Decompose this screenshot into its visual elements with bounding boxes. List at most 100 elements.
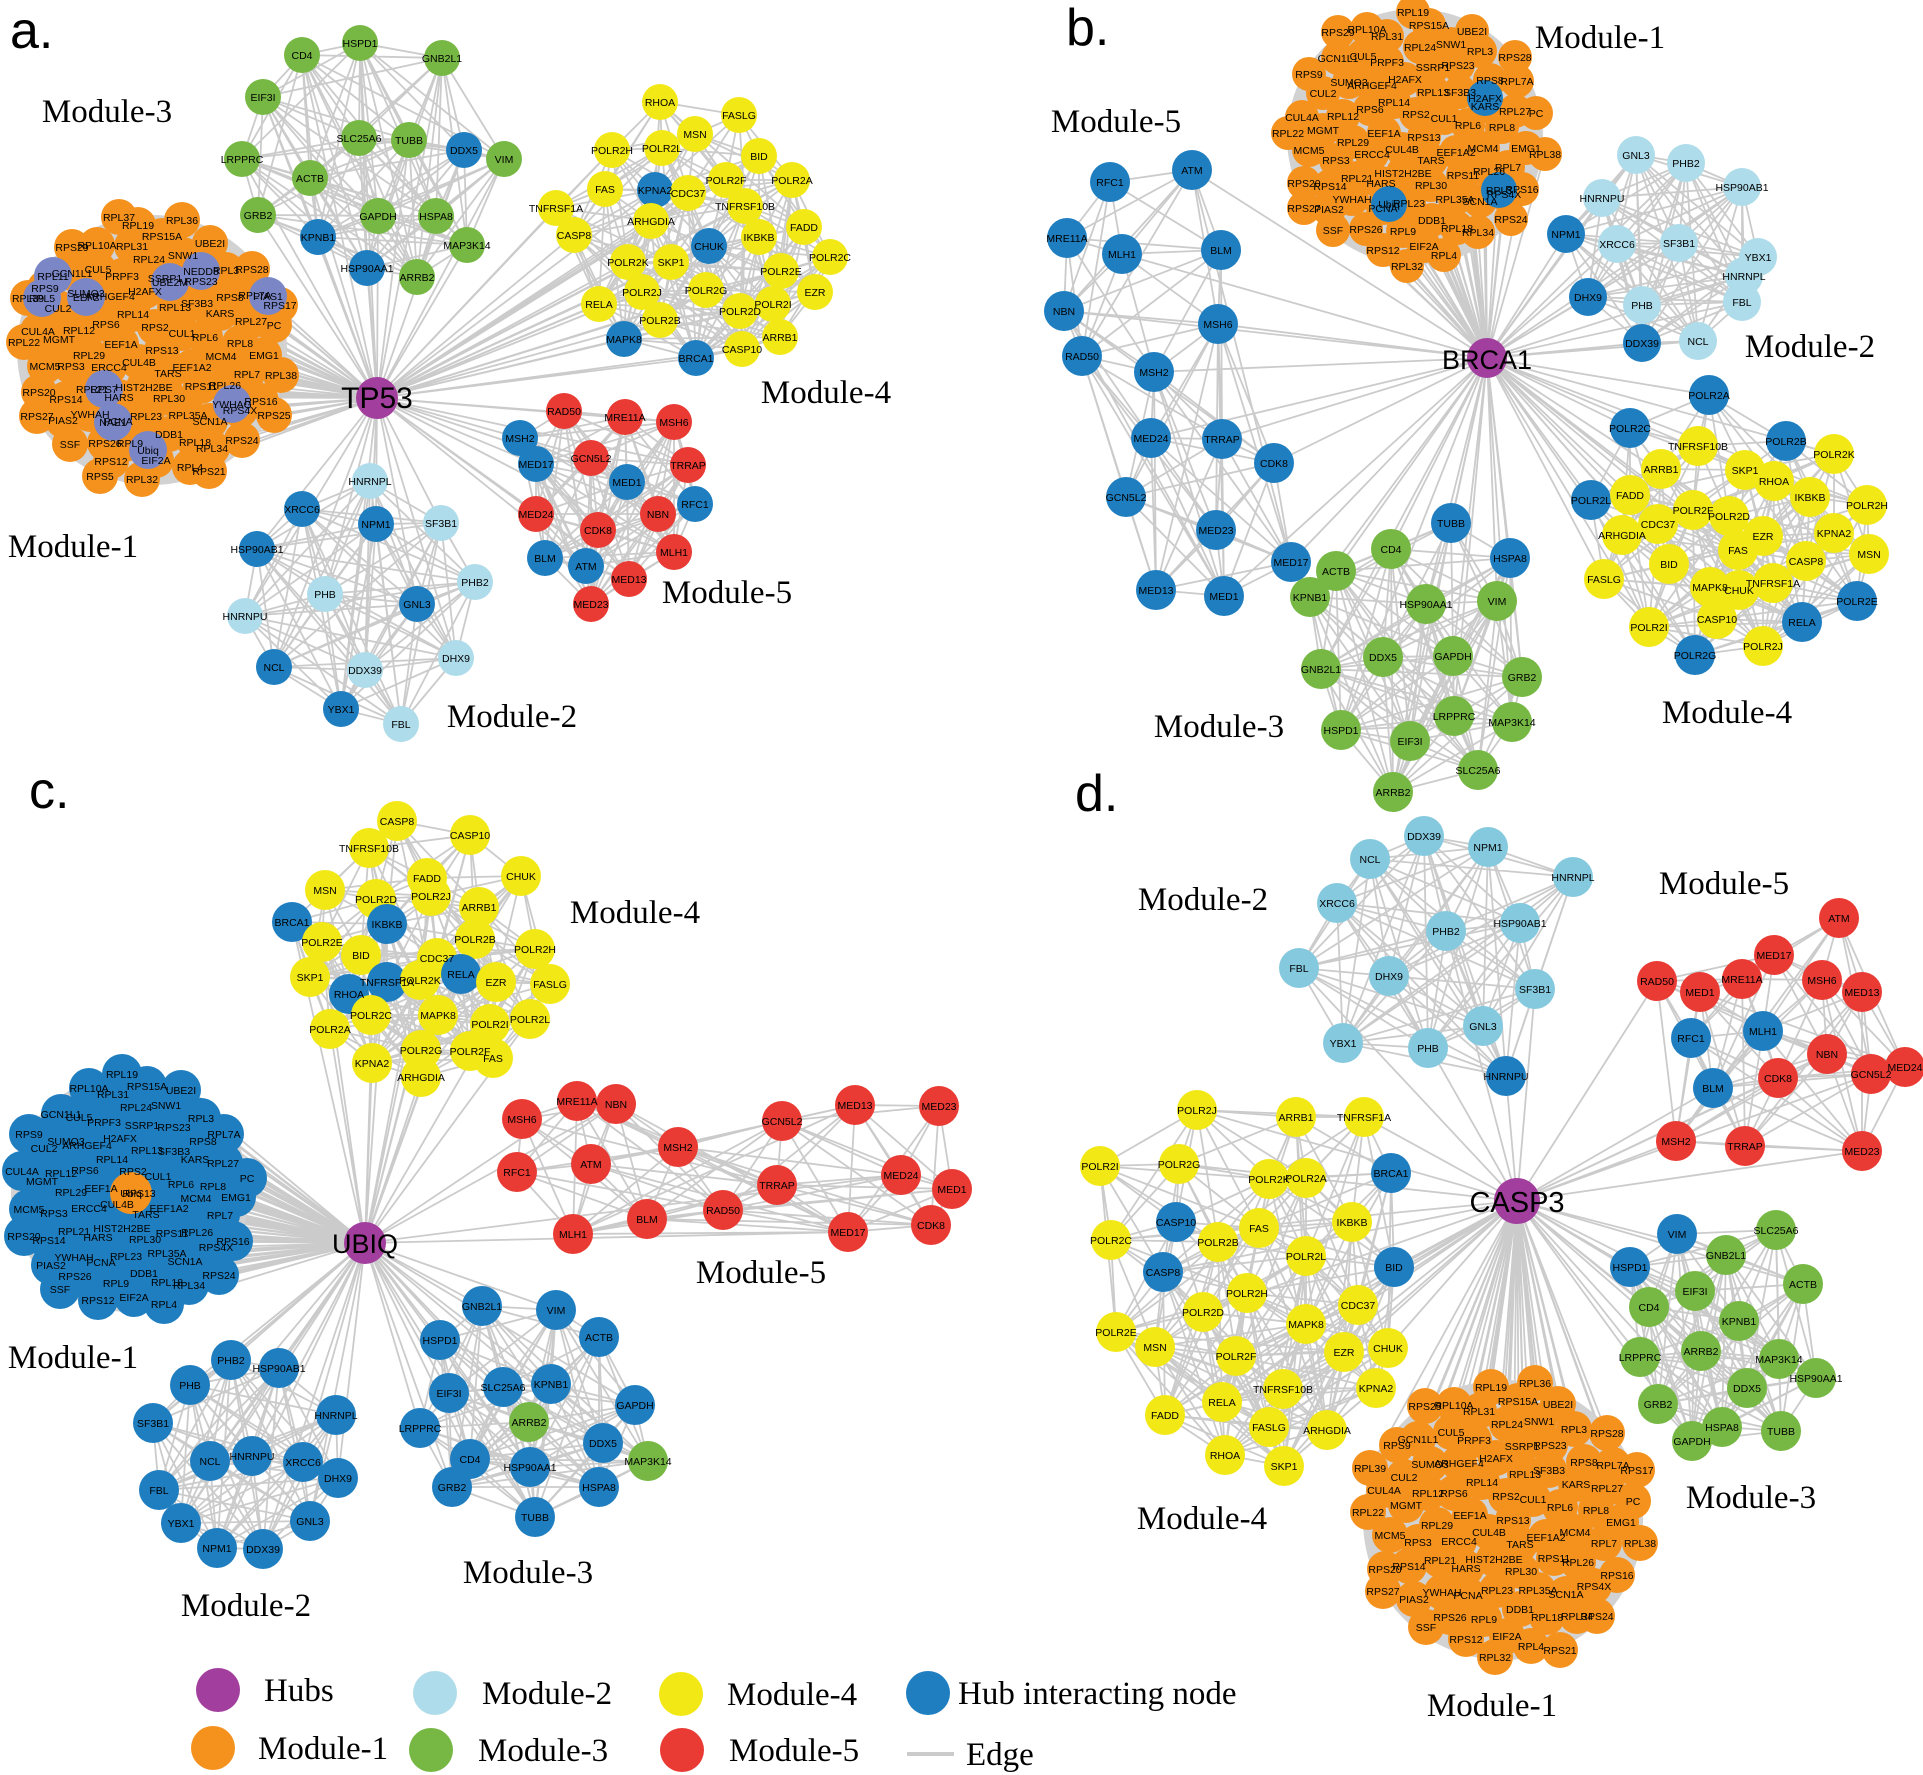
svg-text:MAPK8: MAPK8 [1288,1319,1324,1331]
svg-text:MED1: MED1 [612,477,641,489]
svg-text:RPL30: RPL30 [153,393,185,405]
svg-text:RPL30: RPL30 [1415,180,1447,192]
svg-text:RPS4X: RPS4X [1577,1581,1611,1593]
svg-text:PC: PC [1626,1496,1641,1508]
svg-text:RHOA: RHOA [645,97,675,109]
svg-text:TNFRSF1A: TNFRSF1A [529,203,583,215]
svg-text:YWHAH: YWHAH [1422,1587,1461,1599]
svg-text:CHUK: CHUK [506,871,536,883]
svg-text:RPL7A: RPL7A [1500,76,1533,88]
svg-text:BID: BID [750,151,768,163]
svg-text:PC: PC [240,1173,255,1185]
svg-text:PHB: PHB [314,589,336,601]
svg-text:SUMO3: SUMO3 [1411,1459,1449,1471]
svg-text:MED13: MED13 [1844,987,1879,999]
svg-text:RPL6: RPL6 [168,1179,194,1191]
svg-text:HSPD1: HSPD1 [422,1335,457,1347]
svg-text:MCM5: MCM5 [30,361,61,373]
svg-text:GCN1L1: GCN1L1 [1398,1434,1439,1446]
svg-text:a.: a. [10,2,53,60]
svg-text:SCN1A: SCN1A [1548,1589,1583,1601]
svg-text:Module-5: Module-5 [1659,866,1789,902]
svg-text:RPL10A: RPL10A [1347,24,1386,36]
svg-text:TARS: TARS [132,1209,159,1221]
svg-text:GNB2L1: GNB2L1 [1706,1250,1746,1262]
svg-text:EMG1: EMG1 [1606,1517,1636,1529]
svg-text:CUL2: CUL2 [1310,88,1337,100]
svg-text:RPL26: RPL26 [181,1227,213,1239]
svg-text:FBL: FBL [149,1485,168,1497]
svg-text:ATM: ATM [1181,165,1202,177]
svg-text:MSN: MSN [313,885,336,897]
svg-text:HSPD1: HSPD1 [342,38,377,50]
svg-text:NCL: NCL [199,1456,220,1468]
svg-text:CD4: CD4 [459,1454,480,1466]
svg-text:RPL34: RPL34 [173,1280,205,1292]
svg-text:SNW1: SNW1 [1436,39,1466,51]
svg-text:ARRB2: ARRB2 [399,272,434,284]
svg-text:RPS27: RPS27 [20,411,53,423]
svg-text:POLR2K: POLR2K [1248,1174,1289,1186]
svg-text:RPS28: RPS28 [235,264,268,276]
svg-text:RPS17: RPS17 [263,300,296,312]
svg-text:RAD50: RAD50 [547,406,581,418]
svg-text:SSF: SSF [60,439,80,451]
svg-text:RPS15A: RPS15A [127,1081,167,1093]
svg-text:MSH2: MSH2 [1661,1136,1690,1148]
svg-text:LRPPRC: LRPPRC [399,1423,442,1435]
svg-text:TUBB: TUBB [1437,518,1465,530]
svg-text:MSN: MSN [1857,549,1880,561]
svg-text:CDC37: CDC37 [1641,519,1676,531]
svg-text:NPM1: NPM1 [361,519,390,531]
svg-text:SCN1A: SCN1A [167,1256,202,1268]
svg-text:KPNB1: KPNB1 [1293,592,1328,604]
svg-text:HARS: HARS [83,1232,112,1244]
svg-text:DDX5: DDX5 [1733,1383,1761,1395]
svg-text:CUL4B: CUL4B [122,357,156,369]
svg-text:ATM: ATM [1828,913,1849,925]
svg-text:RPL38: RPL38 [1624,1538,1656,1550]
svg-text:RPL18: RPL18 [179,437,211,449]
svg-text:MSN: MSN [683,129,706,141]
svg-text:CHUK: CHUK [1373,1343,1403,1355]
svg-text:KPNB1: KPNB1 [1722,1316,1757,1328]
svg-text:c.: c. [29,762,69,820]
svg-text:Module-1: Module-1 [1427,1688,1557,1724]
svg-text:EEF1A2: EEF1A2 [172,362,211,374]
svg-text:Module-4: Module-4 [1137,1501,1267,1537]
svg-text:DDX39: DDX39 [1625,338,1659,350]
svg-text:MED17: MED17 [518,459,553,471]
svg-text:RPL37: RPL37 [103,212,135,224]
svg-text:DHX9: DHX9 [324,1473,352,1485]
svg-text:POLR2C: POLR2C [1609,423,1651,435]
svg-text:RPL11: RPL11 [37,271,68,283]
svg-text:RPL38: RPL38 [1529,149,1561,161]
svg-text:ATM: ATM [580,1159,601,1171]
svg-text:MAP3K14: MAP3K14 [1488,717,1535,729]
svg-text:RPL22: RPL22 [1272,128,1304,140]
svg-text:POLR2C: POLR2C [1090,1235,1132,1247]
svg-text:RPL7A: RPL7A [1596,1460,1629,1472]
svg-text:CDK8: CDK8 [917,1220,945,1232]
svg-text:HARS: HARS [104,392,133,404]
svg-text:RPS20: RPS20 [1287,178,1320,190]
svg-text:KPNA2: KPNA2 [355,1058,390,1070]
svg-text:RPL8: RPL8 [227,338,253,350]
svg-text:TNFRSF1A: TNFRSF1A [360,977,414,989]
svg-text:RFC1: RFC1 [681,499,709,511]
svg-text:POLR2B: POLR2B [639,315,680,327]
svg-text:GCN1L1: GCN1L1 [41,1109,82,1121]
svg-text:RPL4: RPL4 [1431,250,1457,262]
svg-text:POLR2G: POLR2G [1158,1159,1201,1171]
svg-text:HSPA8: HSPA8 [419,211,453,223]
svg-text:RFC1: RFC1 [1677,1033,1705,1045]
svg-text:RPS21: RPS21 [1543,1645,1576,1657]
svg-text:EIF2A: EIF2A [141,455,170,467]
svg-text:MLH1: MLH1 [559,1229,587,1241]
svg-text:Module-2: Module-2 [1138,882,1268,918]
svg-text:SLC25A6: SLC25A6 [1456,765,1501,777]
svg-text:ARRB1: ARRB1 [1643,464,1678,476]
svg-text:RPS9: RPS9 [1383,1440,1411,1452]
svg-text:HNRNPL: HNRNPL [1551,872,1594,884]
svg-text:YBX1: YBX1 [168,1518,195,1530]
